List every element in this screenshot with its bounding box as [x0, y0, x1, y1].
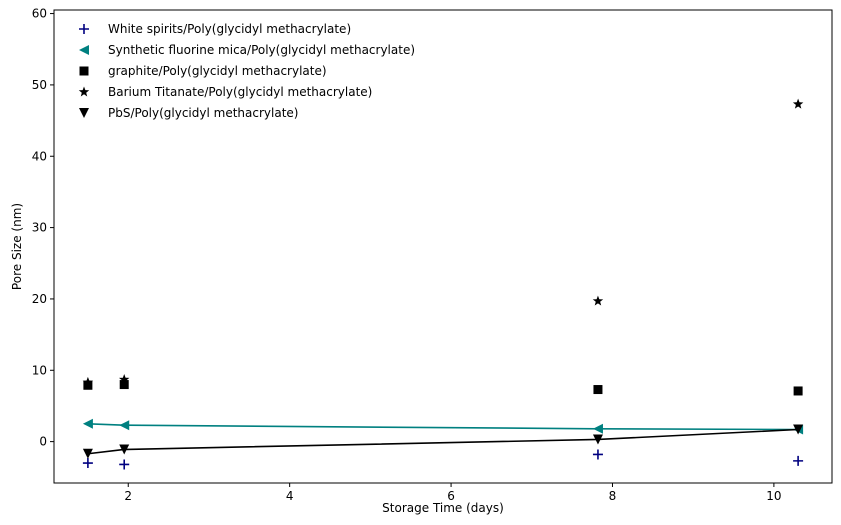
series-3 [83, 380, 803, 396]
y-tick-label: 60 [32, 7, 47, 21]
legend-marker [79, 45, 89, 55]
y-tick-label: 10 [32, 363, 47, 377]
series-line [87, 428, 799, 455]
legend-item: Synthetic fluorine mica/Poly(glycidyl me… [79, 43, 415, 57]
legend-label: PbS/Poly(glycidyl methacrylate) [108, 106, 298, 120]
legend-label: Barium Titanate/Poly(glycidyl methacryla… [108, 85, 372, 99]
legend: White spirits/Poly(glycidyl methacrylate… [78, 22, 415, 120]
y-tick-label: 40 [32, 149, 47, 163]
y-axis-label: Pore Size (nm) [10, 203, 24, 290]
legend-label: graphite/Poly(glycidyl methacrylate) [108, 64, 327, 78]
data-point [82, 448, 93, 459]
y-axis: 0 10 20 30 40 50 60 [32, 7, 54, 449]
data-point [592, 295, 604, 306]
legend-marker [79, 66, 89, 76]
data-point [592, 423, 603, 434]
y-tick-label: 0 [39, 435, 47, 449]
legend-item: Barium Titanate/Poly(glycidyl methacryla… [78, 85, 372, 99]
series-5 [82, 424, 804, 459]
data-point [592, 434, 603, 445]
data-point [119, 380, 129, 390]
y-tick-label: 50 [32, 78, 47, 92]
x-axis: 2 4 6 8 10 [124, 483, 782, 503]
data-point [118, 374, 130, 384]
legend-item: PbS/Poly(glycidyl methacrylate) [79, 106, 298, 120]
data-point [119, 420, 130, 431]
data-point [82, 418, 93, 429]
x-tick-label: 2 [124, 489, 132, 503]
x-axis-label: Storage Time (days) [382, 501, 504, 515]
x-tick-label: 6 [447, 489, 455, 503]
x-tick-label: 8 [609, 489, 617, 503]
data-point [119, 444, 130, 455]
legend-marker [78, 86, 90, 97]
legend-marker [79, 24, 89, 34]
data-point [82, 458, 93, 469]
series-4 [82, 98, 804, 387]
data-point [592, 449, 603, 460]
x-tick-label: 4 [286, 489, 294, 503]
series-2 [82, 418, 804, 435]
data-point [119, 459, 130, 470]
plot-frame [53, 9, 833, 484]
legend-label: Synthetic fluorine mica/Poly(glycidyl me… [108, 43, 415, 57]
legend-label: White spirits/Poly(glycidyl methacrylate… [108, 22, 351, 36]
legend-item: graphite/Poly(glycidyl methacrylate) [79, 64, 327, 78]
data-point [593, 385, 603, 395]
plot-marks [82, 98, 804, 470]
legend-marker [79, 108, 89, 118]
legend-item: White spirits/Poly(glycidyl methacrylate… [79, 22, 351, 36]
x-tick-label: 10 [766, 489, 781, 503]
data-point [82, 376, 94, 387]
series-line [87, 422, 799, 431]
y-tick-label: 20 [32, 292, 47, 306]
series-1 [82, 449, 804, 470]
data-point [793, 386, 803, 396]
data-point [793, 455, 804, 466]
data-point [792, 98, 804, 109]
data-point [83, 380, 93, 390]
data-point [793, 424, 804, 435]
y-tick-label: 30 [32, 221, 47, 235]
